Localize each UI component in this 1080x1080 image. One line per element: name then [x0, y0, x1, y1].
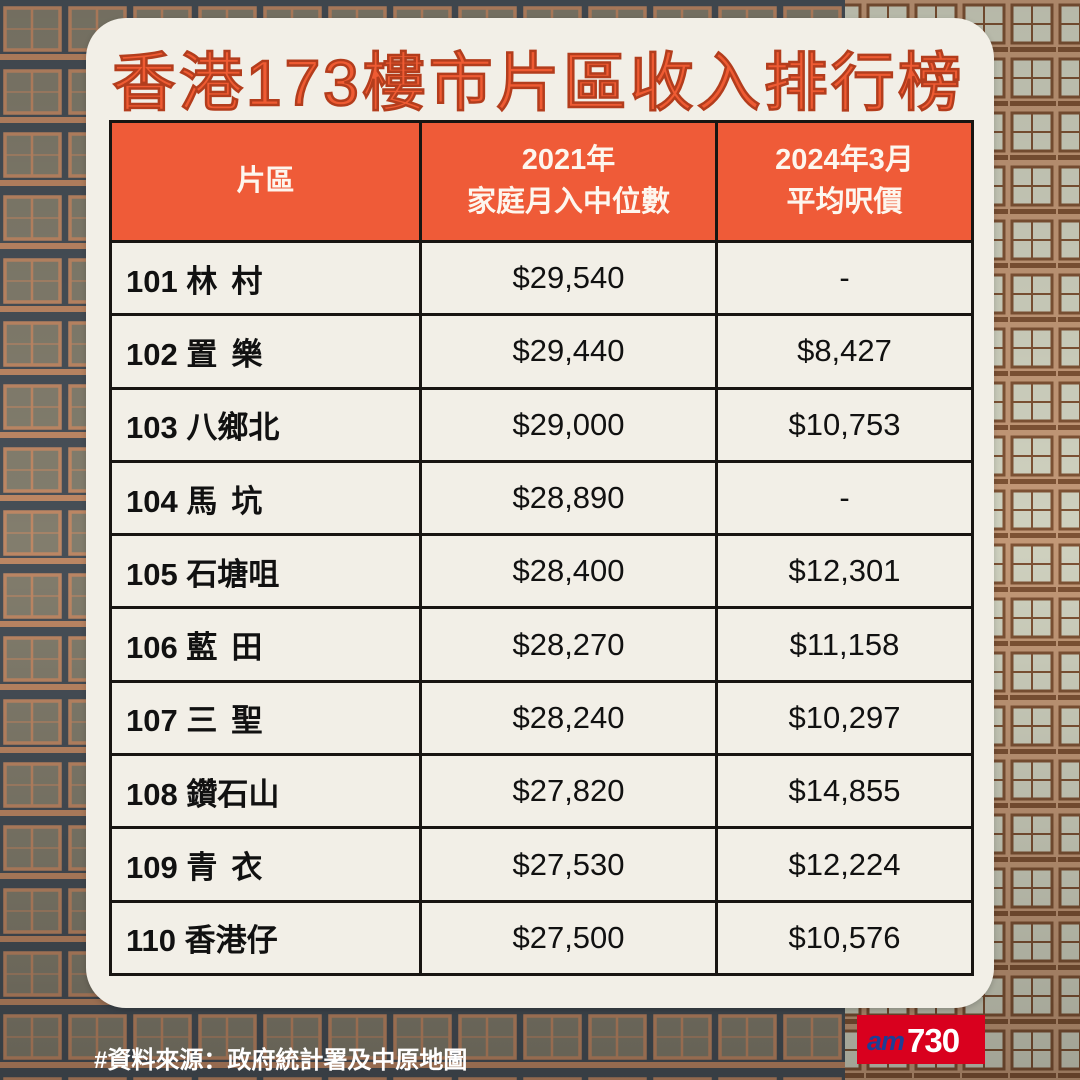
svg-text:730: 730	[907, 1022, 959, 1059]
svg-text:am: am	[867, 1026, 904, 1056]
